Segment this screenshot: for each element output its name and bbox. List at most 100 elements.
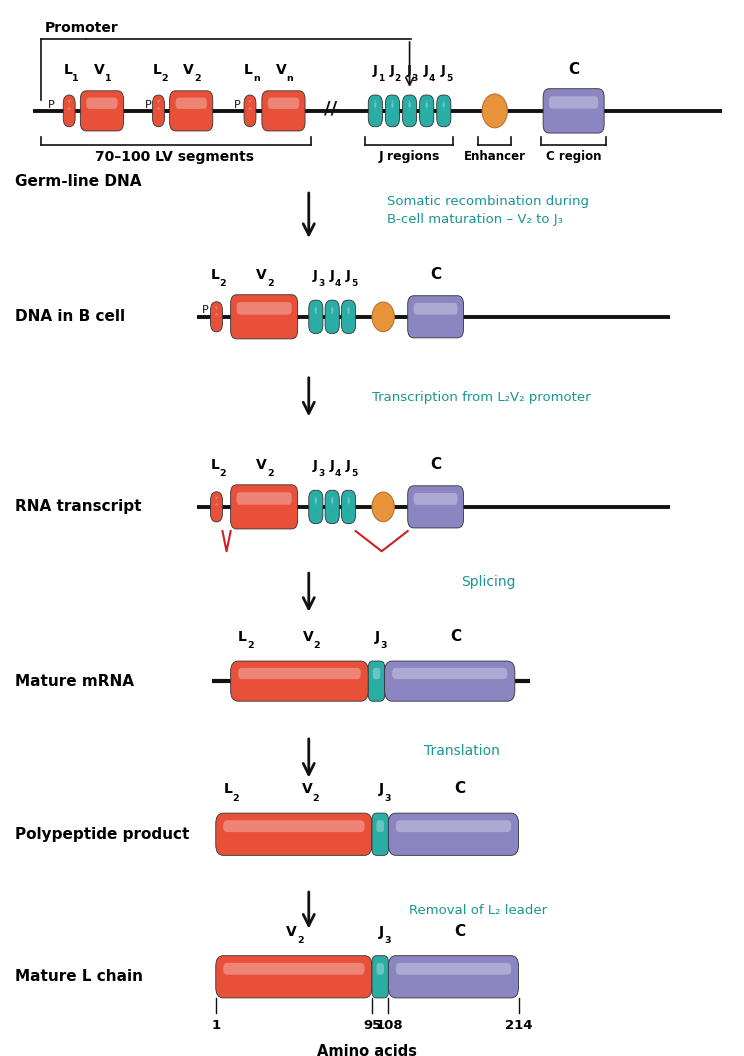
Text: 108: 108 [376,1019,404,1032]
FancyBboxPatch shape [231,661,368,701]
FancyBboxPatch shape [244,95,256,127]
Ellipse shape [482,94,507,128]
Text: 1: 1 [72,74,79,83]
Text: 3: 3 [384,936,391,945]
Text: V: V [184,63,194,77]
Text: J: J [346,269,351,282]
FancyBboxPatch shape [408,100,411,110]
FancyBboxPatch shape [341,300,356,334]
Text: J: J [373,64,378,77]
Text: C region: C region [546,150,601,163]
FancyBboxPatch shape [388,956,519,998]
Text: 2: 2 [232,793,239,803]
Text: Amino acids: Amino acids [317,1044,417,1056]
FancyBboxPatch shape [214,497,219,506]
FancyBboxPatch shape [66,100,72,110]
Text: P: P [234,100,241,110]
Text: Splicing: Splicing [461,576,516,589]
FancyBboxPatch shape [373,667,380,679]
FancyBboxPatch shape [309,490,323,524]
FancyBboxPatch shape [396,821,511,832]
FancyBboxPatch shape [543,89,604,133]
FancyBboxPatch shape [549,96,598,109]
Text: Removal of L₂ leader: Removal of L₂ leader [409,904,548,917]
Text: V: V [303,630,313,644]
Text: C: C [430,457,441,472]
Text: 4: 4 [335,279,341,288]
Text: Mature mRNA: Mature mRNA [15,674,134,689]
FancyBboxPatch shape [231,295,298,339]
FancyBboxPatch shape [376,821,384,832]
Text: 3: 3 [412,74,418,83]
FancyBboxPatch shape [372,813,388,855]
FancyBboxPatch shape [214,307,219,316]
FancyBboxPatch shape [437,95,451,127]
Text: //: // [324,99,338,118]
Text: DNA in B cell: DNA in B cell [15,309,125,324]
Text: n: n [253,74,260,83]
FancyBboxPatch shape [216,956,372,998]
Text: L: L [63,63,72,77]
Text: J regions: J regions [378,150,440,163]
FancyBboxPatch shape [231,485,298,529]
Text: Somatic recombination during
B-cell maturation – V₂ to J₃: Somatic recombination during B-cell matu… [387,194,589,226]
Text: V: V [276,63,286,77]
Text: Transcription from L₂V₂ promoter: Transcription from L₂V₂ promoter [372,391,591,403]
Text: C: C [430,267,441,282]
FancyBboxPatch shape [176,97,207,109]
FancyBboxPatch shape [408,486,464,528]
FancyBboxPatch shape [262,91,305,131]
Text: 2: 2 [267,279,274,288]
Text: J: J [330,269,335,282]
Text: J: J [313,459,318,472]
Text: J: J [424,64,429,77]
FancyBboxPatch shape [330,306,334,315]
Text: J: J [330,459,335,472]
Text: 3: 3 [318,469,324,478]
FancyBboxPatch shape [86,97,118,109]
FancyBboxPatch shape [309,300,323,334]
Text: 2: 2 [219,279,226,288]
FancyBboxPatch shape [414,303,458,315]
Text: Mature L chain: Mature L chain [15,969,143,984]
Text: 2: 2 [219,469,226,478]
FancyBboxPatch shape [223,821,365,832]
FancyBboxPatch shape [368,95,382,127]
Text: C: C [568,62,579,77]
FancyBboxPatch shape [268,97,299,109]
FancyBboxPatch shape [347,496,350,505]
Text: V: V [257,458,267,472]
Text: P: P [145,100,152,110]
Text: Enhancer: Enhancer [464,150,526,163]
Text: L: L [211,268,219,282]
Text: 95: 95 [363,1019,381,1032]
Text: V: V [302,782,312,796]
Text: 2: 2 [267,469,274,478]
Text: L: L [238,630,247,644]
Text: 2: 2 [312,793,319,803]
FancyBboxPatch shape [237,492,292,505]
Text: Promoter: Promoter [45,21,118,35]
Text: 2: 2 [297,936,304,945]
Text: L: L [211,458,219,472]
Ellipse shape [372,492,394,522]
Text: J: J [379,782,384,796]
FancyBboxPatch shape [325,490,339,524]
FancyBboxPatch shape [170,91,213,131]
Text: J: J [375,630,380,644]
FancyBboxPatch shape [153,95,164,127]
Text: J: J [441,64,446,77]
Text: 3: 3 [318,279,324,288]
FancyBboxPatch shape [238,667,361,679]
FancyBboxPatch shape [376,963,384,975]
FancyBboxPatch shape [247,100,253,110]
Text: 1: 1 [378,74,384,83]
Text: 1: 1 [211,1019,220,1032]
Text: C: C [455,924,466,939]
Text: 2: 2 [247,641,254,650]
FancyBboxPatch shape [347,306,350,315]
FancyBboxPatch shape [216,813,372,855]
Text: J: J [390,64,395,77]
Text: 5: 5 [446,74,452,83]
Ellipse shape [372,302,394,332]
